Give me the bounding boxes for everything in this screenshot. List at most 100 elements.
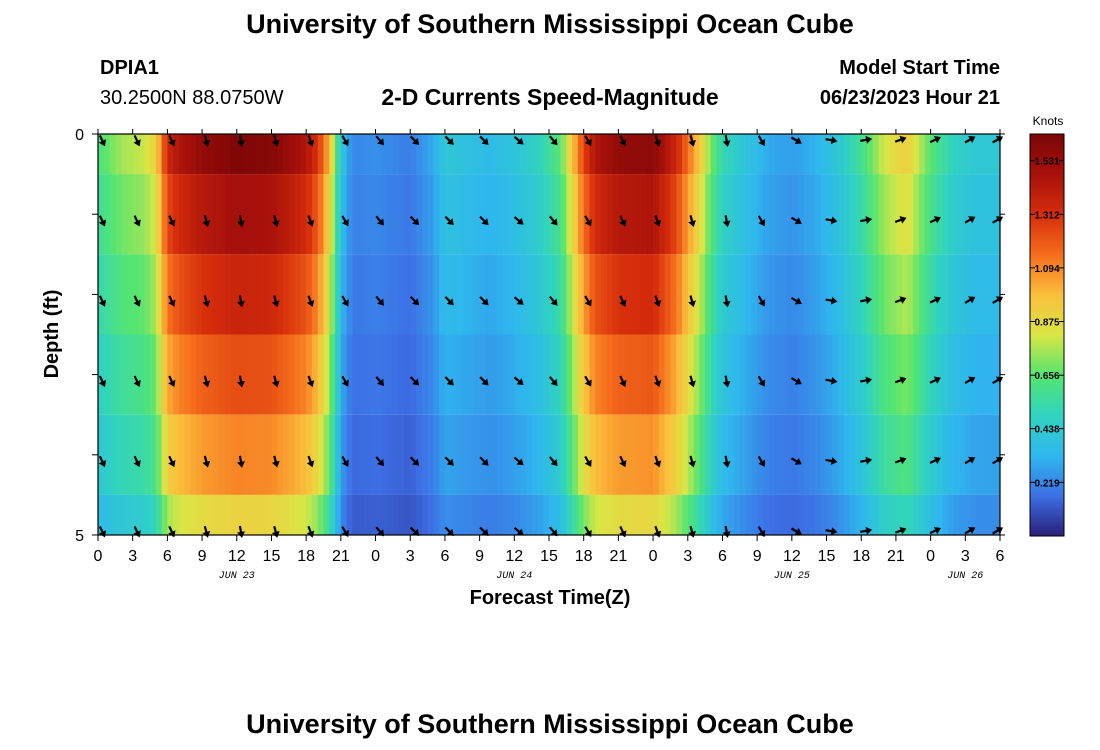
heatmap-cell [705, 414, 712, 495]
heatmap-cell [277, 174, 284, 255]
heatmap-cell [132, 334, 139, 415]
heatmap-cell [757, 334, 764, 415]
heatmap-cell [560, 494, 567, 535]
heatmap-cell [161, 254, 168, 335]
heatmap-cell [982, 494, 989, 535]
heatmap-cell [236, 494, 243, 535]
heatmap-cell [398, 334, 405, 415]
heatmap-cell [947, 414, 955, 495]
heatmap-cell [496, 334, 504, 415]
heatmap-cell [248, 414, 255, 495]
heatmap-cell [849, 334, 856, 415]
heatmap-cell [294, 334, 301, 415]
current-arrow [825, 376, 838, 385]
heatmap-cell [381, 254, 388, 335]
heatmap-cell [635, 174, 642, 255]
heatmap-cell [959, 174, 966, 255]
heatmap-cell [363, 414, 371, 495]
heatmap-cell [317, 174, 324, 255]
heatmap-cell [901, 494, 908, 535]
heatmap-cell [381, 134, 388, 175]
heatmap-cell [525, 134, 533, 175]
heatmap-cell [786, 254, 793, 335]
heatmap-cell [606, 494, 613, 535]
heatmap-cell [173, 334, 180, 415]
heatmap-cell [832, 254, 839, 335]
heatmap-cell [375, 414, 382, 495]
heatmap-cell [132, 174, 139, 255]
heatmap-cell [479, 174, 486, 255]
heatmap-cell [549, 334, 556, 415]
heatmap-cell [121, 254, 128, 335]
heatmap-cell [410, 134, 417, 175]
heatmap-cell [520, 134, 527, 175]
heatmap-cell [913, 494, 920, 535]
heatmap-cell [855, 254, 862, 335]
heatmap-cell [606, 334, 613, 415]
heatmap-cell [566, 134, 573, 175]
heatmap-cell [288, 174, 295, 255]
heatmap-cell [884, 494, 891, 535]
heatmap-cell [855, 414, 862, 495]
heatmap-cell [826, 494, 833, 535]
heatmap-cell [202, 414, 209, 495]
heatmap-cell [814, 494, 822, 535]
heatmap-cell [126, 414, 134, 495]
station-id: DPIA1 [100, 57, 159, 79]
heatmap-cell [404, 414, 411, 495]
current-arrow [444, 526, 454, 536]
heatmap-cell [901, 134, 908, 175]
heatmap-cell [924, 494, 932, 535]
heatmap-cell [803, 174, 810, 255]
heatmap-cell [283, 134, 290, 175]
x-tick-label: 9 [753, 548, 762, 565]
heatmap-cell [814, 134, 822, 175]
current-arrow [513, 216, 524, 225]
heatmap-cell [751, 174, 758, 255]
heatmap-cell [115, 174, 122, 255]
heatmap-cell [560, 334, 567, 415]
heatmap-cell [323, 494, 330, 535]
current-arrow [375, 135, 384, 146]
current-arrow [619, 215, 627, 227]
footer-title: University of Southern Mississippi Ocean… [246, 709, 854, 739]
heatmap-cell [601, 174, 608, 255]
current-arrow [444, 376, 454, 386]
heatmap-cell [311, 174, 319, 255]
current-arrow [860, 526, 873, 535]
heatmap-cell [728, 134, 735, 175]
x-tick-label: 18 [575, 548, 593, 565]
heatmap-cell [849, 414, 856, 495]
heatmap-cell [363, 174, 371, 255]
heatmap-cell [560, 414, 567, 495]
heatmap-cell [392, 414, 400, 495]
heatmap-cell [936, 134, 943, 175]
heatmap-cell [375, 174, 382, 255]
heatmap-cell [514, 334, 521, 415]
current-arrow [653, 525, 662, 538]
heatmap-cell [155, 254, 162, 335]
heatmap-cell [456, 134, 463, 175]
heatmap-cell [375, 134, 382, 175]
heatmap-cell [878, 174, 885, 255]
current-arrow [271, 375, 280, 388]
heatmap-cell [734, 334, 741, 415]
heatmap-cell [317, 134, 324, 175]
current-arrow [757, 135, 766, 147]
heatmap-cell [155, 494, 162, 535]
heatmap-cell [982, 334, 989, 415]
heatmap-cell [265, 134, 272, 175]
heatmap-cell [190, 254, 197, 335]
current-arrow [584, 375, 592, 387]
heatmap-cell [236, 334, 243, 415]
heatmap-cell [936, 334, 943, 415]
heatmap-cell [196, 414, 203, 495]
heatmap-cell [791, 254, 799, 335]
heatmap-cell [658, 334, 666, 415]
heatmap-cell [317, 494, 324, 535]
heatmap-cell [473, 414, 481, 495]
x-tick-label: 12 [783, 548, 801, 565]
heatmap-cell [872, 334, 879, 415]
heatmap-cell [861, 254, 868, 335]
heatmap-cell [791, 494, 799, 535]
